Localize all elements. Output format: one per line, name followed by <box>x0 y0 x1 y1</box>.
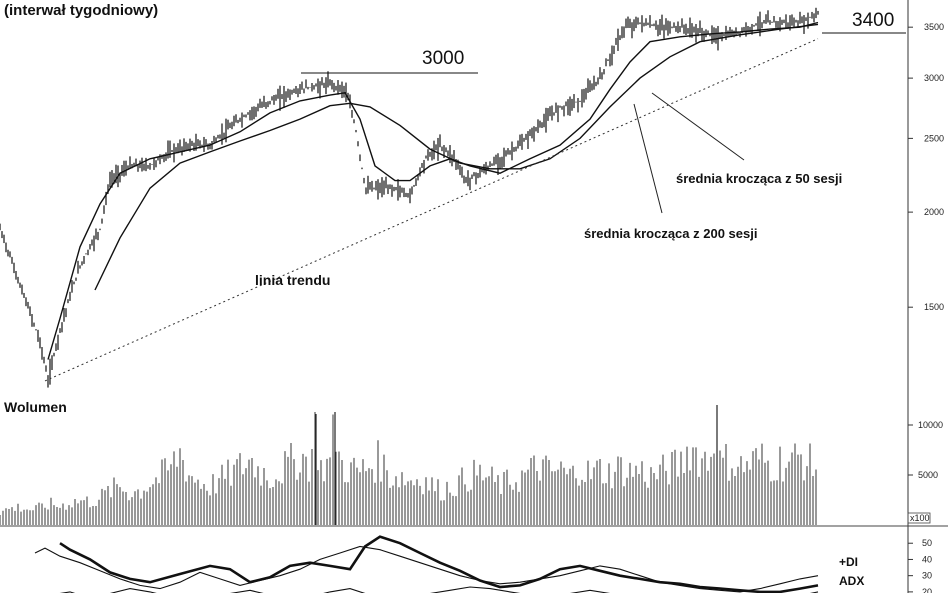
price-bars <box>0 7 819 388</box>
legend-plus-di: +DI <box>839 555 858 569</box>
indicator-tick-label: 20 <box>922 587 932 593</box>
volume-bars <box>0 405 817 525</box>
ma200-pointer <box>633 103 663 214</box>
resistance-3400-label: 3400 <box>852 10 894 31</box>
volume-unit-box <box>907 512 931 524</box>
volume-tick-label: 5000 <box>918 470 938 480</box>
volume-title: Wolumen <box>4 399 67 415</box>
volume-tick-label: 10000 <box>918 420 943 430</box>
price-tick-label: 3000 <box>924 73 944 83</box>
price-axis-ticks: 1500 2000 2500 3000 3500 <box>908 22 944 312</box>
ma50-label: średnia krocząca z 50 sesji <box>676 171 842 186</box>
trendline <box>44 38 819 382</box>
price-tick-label: 1500 <box>924 302 944 312</box>
indicator-panel: 20 30 40 50 +DI ADX <box>34 535 932 593</box>
ma50-line <box>47 21 819 360</box>
ma200-line <box>94 23 819 291</box>
adx-line <box>59 535 819 593</box>
indicator-lines <box>34 535 819 593</box>
chart-title: (interwał tygodniowy) <box>4 2 158 19</box>
plus-di-line <box>34 545 819 593</box>
indicator-axis-ticks: 20 30 40 50 <box>908 538 932 593</box>
volume-panel: Wolumen 5000 10000 x100 <box>0 399 943 525</box>
resistance-3000-label: 3000 <box>422 48 464 69</box>
volume-axis-ticks: 5000 10000 <box>908 420 943 480</box>
ma50-pointer <box>651 92 745 161</box>
price-tick-label: 2000 <box>924 207 944 217</box>
trendline-label: linia trendu <box>255 272 330 288</box>
volume-unit-label: x100 <box>910 513 930 523</box>
legend-adx: ADX <box>839 574 864 588</box>
indicator-line <box>59 586 819 593</box>
price-lines <box>44 21 819 382</box>
price-panel: (interwał tygodniowy) 1500 2000 2500 3000 35… <box>0 2 944 388</box>
indicator-tick-label: 30 <box>922 571 932 581</box>
price-tick-label: 2500 <box>924 133 944 143</box>
indicator-tick-label: 40 <box>922 554 932 564</box>
price-tick-label: 3500 <box>924 22 944 32</box>
ma200-label: średnia krocząca z 200 sesji <box>584 226 757 241</box>
indicator-tick-label: 50 <box>922 538 932 548</box>
